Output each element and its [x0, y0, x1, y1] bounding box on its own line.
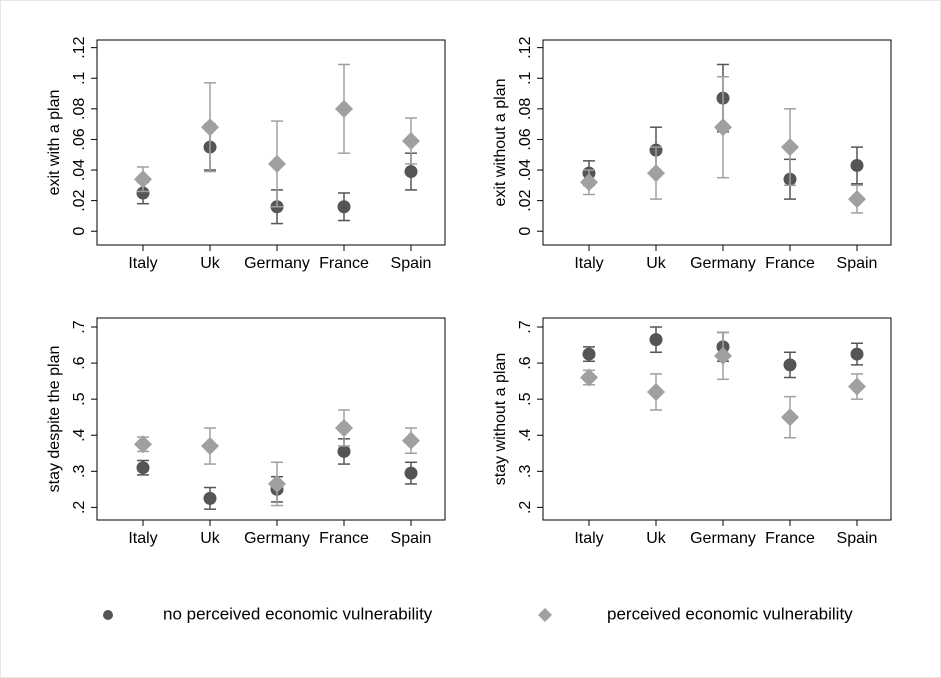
- marker-circle: [404, 466, 418, 480]
- y-axis-label: stay despite the plan: [46, 346, 63, 493]
- y-axis-label: stay without a plan: [492, 353, 509, 486]
- marker-diamond: [268, 474, 286, 493]
- x-tick-label: France: [319, 530, 369, 547]
- x-tick-label: Germany: [244, 255, 310, 272]
- y-tick-label: .04: [71, 159, 88, 181]
- y-tick-label: .1: [71, 71, 88, 84]
- y-tick-label: .2: [517, 501, 534, 514]
- y-tick-label: 0: [71, 227, 88, 236]
- marker-diamond: [580, 173, 598, 192]
- x-tick-label: Uk: [200, 530, 221, 547]
- legend-marker: [538, 608, 552, 622]
- x-tick-label: Germany: [690, 255, 756, 272]
- x-tick-label: Spain: [391, 530, 432, 547]
- marker-diamond: [201, 118, 219, 137]
- x-tick-label: Spain: [391, 255, 432, 272]
- y-tick-label: .02: [71, 189, 88, 211]
- marker-diamond: [714, 346, 732, 365]
- x-tick-label: Spain: [837, 255, 878, 272]
- y-tick-label: .6: [71, 356, 88, 369]
- marker-diamond: [781, 408, 799, 427]
- marker-circle: [850, 347, 864, 361]
- marker-circle: [337, 200, 351, 214]
- legend-label: no perceived economic vulnerability: [163, 604, 433, 623]
- marker-diamond: [714, 118, 732, 137]
- marker-circle: [783, 358, 797, 372]
- y-tick-label: .06: [71, 128, 88, 150]
- y-axis-label: exit without a plan: [492, 78, 509, 206]
- x-tick-label: Uk: [200, 255, 221, 272]
- marker-diamond: [335, 419, 353, 438]
- y-tick-label: .2: [71, 501, 88, 514]
- y-tick-label: .12: [71, 36, 88, 58]
- marker-circle: [136, 186, 150, 200]
- legend-label: perceived economic vulnerability: [607, 604, 853, 623]
- x-tick-label: Italy: [128, 255, 157, 272]
- marker-diamond: [134, 170, 152, 189]
- marker-circle: [649, 333, 663, 347]
- x-tick-label: France: [319, 255, 369, 272]
- y-tick-label: .1: [517, 71, 534, 84]
- x-tick-label: Italy: [574, 530, 603, 547]
- x-tick-label: Uk: [646, 530, 667, 547]
- y-tick-label: .7: [71, 320, 88, 333]
- y-tick-label: .08: [71, 98, 88, 120]
- x-tick-label: Italy: [574, 255, 603, 272]
- marker-diamond: [201, 437, 219, 456]
- y-tick-label: .02: [517, 189, 534, 211]
- marker-diamond: [781, 138, 799, 157]
- marker-diamond: [580, 368, 598, 387]
- plot-frame: [96, 39, 446, 246]
- marker-diamond: [647, 382, 665, 401]
- y-tick-label: .08: [517, 98, 534, 120]
- x-tick-label: Uk: [646, 255, 667, 272]
- x-tick-label: France: [765, 255, 815, 272]
- y-axis-label: exit with a plan: [46, 90, 63, 196]
- y-tick-label: .4: [517, 428, 534, 441]
- marker-circle: [337, 444, 351, 458]
- marker-circle: [136, 461, 150, 475]
- plot-frame: [96, 317, 446, 521]
- y-tick-label: .06: [517, 128, 534, 150]
- marker-circle: [404, 165, 418, 179]
- marker-diamond: [647, 164, 665, 183]
- y-tick-label: 0: [517, 227, 534, 236]
- marker-diamond: [402, 431, 420, 450]
- y-tick-label: .3: [71, 465, 88, 478]
- plot-frame: [542, 317, 892, 521]
- plot-frame: [542, 39, 892, 246]
- y-tick-label: .5: [517, 392, 534, 405]
- marker-circle: [203, 491, 217, 505]
- marker-circle: [850, 158, 864, 172]
- x-tick-label: Italy: [128, 530, 157, 547]
- x-tick-label: France: [765, 530, 815, 547]
- y-tick-label: .6: [517, 356, 534, 369]
- x-tick-label: Germany: [244, 530, 310, 547]
- marker-diamond: [268, 154, 286, 173]
- y-tick-label: .5: [71, 392, 88, 405]
- x-tick-label: Spain: [837, 530, 878, 547]
- marker-diamond: [134, 435, 152, 454]
- y-tick-label: .04: [517, 159, 534, 181]
- marker-diamond: [848, 190, 866, 209]
- y-tick-label: .4: [71, 428, 88, 441]
- marker-diamond: [335, 99, 353, 118]
- x-tick-label: Germany: [690, 530, 756, 547]
- marker-circle: [582, 347, 596, 361]
- legend-marker: [103, 610, 113, 620]
- y-tick-label: .12: [517, 36, 534, 58]
- y-tick-label: .7: [517, 320, 534, 333]
- y-tick-label: .3: [517, 465, 534, 478]
- marker-diamond: [848, 377, 866, 396]
- marker-diamond: [402, 131, 420, 150]
